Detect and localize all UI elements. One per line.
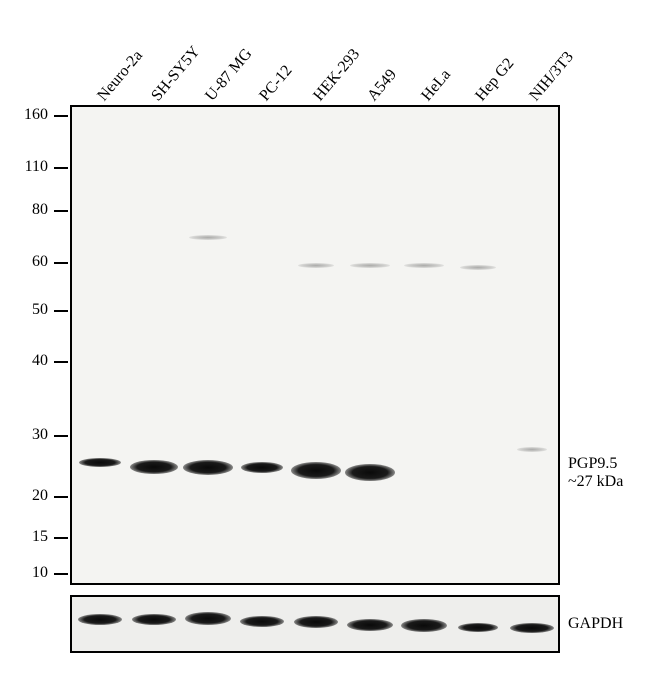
loading-name: GAPDH xyxy=(568,615,623,632)
lane-labels-row: Neuro-2aSH-SY5YU-87 MGPC-12 HEK-293A549 He… xyxy=(80,10,580,105)
loading-band xyxy=(132,614,176,625)
western-blot-figure: Neuro-2aSH-SY5YU-87 MGPC-12 HEK-293A549 He… xyxy=(10,10,640,686)
protein-band xyxy=(291,462,341,479)
protein-band xyxy=(130,460,178,474)
mw-marker-label: 20 xyxy=(32,487,48,505)
mw-marker-label: 30 xyxy=(32,426,48,444)
lane-label: Neuro-2a xyxy=(94,47,147,105)
faint-band xyxy=(460,265,496,270)
mw-tick xyxy=(54,262,68,264)
lane-label: HEK-293 xyxy=(310,46,364,105)
loading-band xyxy=(510,623,554,633)
lane-label: A549 xyxy=(364,66,401,105)
mw-tick xyxy=(54,537,68,539)
mw-tick xyxy=(54,496,68,498)
protein-band xyxy=(79,458,121,467)
mw-tick xyxy=(54,573,68,575)
lane-label: HeLa xyxy=(418,66,455,105)
loading-band xyxy=(401,619,447,632)
faint-band xyxy=(298,263,334,268)
mw-tick xyxy=(54,361,68,363)
loading-band xyxy=(458,623,498,632)
loading-control-label: GAPDH xyxy=(568,615,623,633)
loading-band xyxy=(185,612,231,625)
loading-band xyxy=(78,614,122,625)
lane-label: U-87 MG xyxy=(202,45,256,105)
lane-label: SH-SY5Y xyxy=(148,43,204,105)
protein-band xyxy=(183,460,233,475)
mw-marker-label: 160 xyxy=(24,106,48,124)
loading-band xyxy=(294,616,338,628)
protein-band xyxy=(345,464,395,481)
mw-tick xyxy=(54,310,68,312)
loading-band xyxy=(240,616,284,627)
mw-marker-label: 10 xyxy=(32,564,48,582)
mw-tick xyxy=(54,210,68,212)
faint-band xyxy=(189,235,227,240)
mw-marker-label: 80 xyxy=(32,201,48,219)
mw-marker-label: 15 xyxy=(32,528,48,546)
lane-label: Hep G2 xyxy=(472,55,518,105)
mw-marker-label: 50 xyxy=(32,301,48,319)
mw-marker-label: 60 xyxy=(32,253,48,271)
mw-tick xyxy=(54,167,68,169)
target-protein-label: PGP9.5 ~27 kDa xyxy=(568,455,623,491)
mw-marker-label: 40 xyxy=(32,352,48,370)
mw-tick xyxy=(54,435,68,437)
protein-band xyxy=(241,462,283,473)
mw-marker-label: 110 xyxy=(25,158,48,176)
loading-band xyxy=(347,619,393,631)
faint-band xyxy=(350,263,390,268)
main-blot-panel xyxy=(70,105,560,585)
mw-tick xyxy=(54,115,68,117)
faint-band xyxy=(517,447,547,452)
target-name: PGP9.5 xyxy=(568,455,623,473)
lane-label: PC-12 xyxy=(256,62,296,105)
target-size: ~27 kDa xyxy=(568,473,623,491)
loading-control-panel xyxy=(70,595,560,653)
lane-label: NIH/3T3 xyxy=(526,48,577,105)
faint-band xyxy=(404,263,444,268)
